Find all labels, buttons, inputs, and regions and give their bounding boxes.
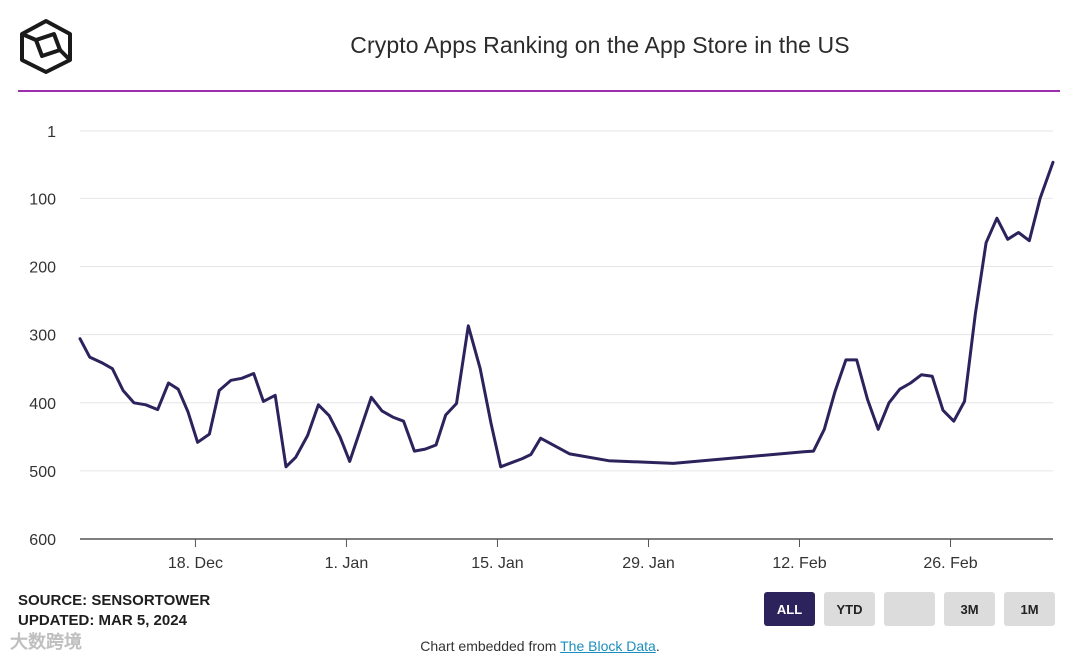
embed-suffix: .: [655, 638, 660, 654]
y-tick-label: 600: [29, 532, 56, 549]
the-block-logo: [20, 19, 72, 74]
x-tick-label: 15. Jan: [471, 555, 523, 572]
the-block-data-link[interactable]: The Block Data: [560, 638, 656, 654]
title-divider: [18, 90, 1060, 92]
x-tick-label: 1. Jan: [325, 555, 369, 572]
ranking-series-line: [78, 160, 1055, 469]
y-tick-label: 1: [47, 124, 56, 141]
y-tick-label: 300: [29, 328, 56, 345]
embed-credit: Chart embedded from The Block Data.: [0, 638, 1080, 654]
source-text: SOURCE: SENSORTOWER: [18, 592, 211, 609]
range-button-1m[interactable]: 1M: [1004, 592, 1055, 626]
source-note: SOURCE: SENSORTOWER UPDATED: MAR 5, 2024: [18, 591, 210, 631]
y-tick-label: 400: [29, 396, 56, 413]
x-tick-label: 18. Dec: [168, 555, 223, 572]
x-tick-label: 29. Jan: [622, 555, 674, 572]
range-selector: ALL YTD 3M 1M: [764, 592, 1055, 626]
range-button-all[interactable]: ALL: [764, 592, 815, 626]
y-tick-label: 100: [29, 191, 56, 208]
x-tick-label: 12. Feb: [772, 555, 826, 572]
y-tick-label: 200: [29, 260, 56, 277]
embed-prefix: Chart embedded from: [420, 638, 561, 654]
x-tick-label: 26. Feb: [923, 555, 977, 572]
updated-text: UPDATED: MAR 5, 2024: [18, 612, 187, 629]
range-button-ytd[interactable]: YTD: [824, 592, 875, 626]
y-tick-label: 500: [29, 464, 56, 481]
range-button-3m[interactable]: 3M: [944, 592, 995, 626]
chart-title: Crypto Apps Ranking on the App Store in …: [350, 32, 850, 58]
range-button-blank[interactable]: [884, 592, 935, 626]
watermark-text: 大数跨境: [10, 632, 82, 652]
